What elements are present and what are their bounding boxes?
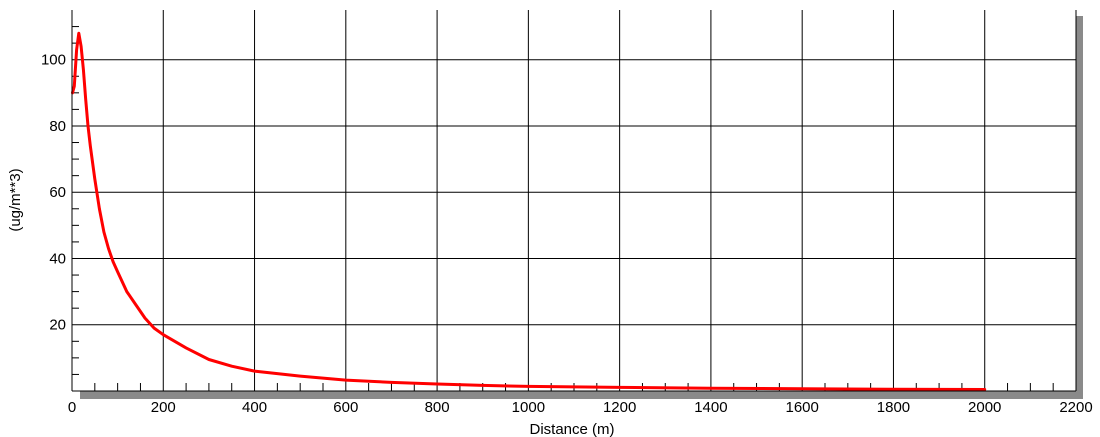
y-tick-label: 100 xyxy=(41,52,66,69)
y-tick-label: 40 xyxy=(49,250,66,267)
y-tick-label: 20 xyxy=(49,317,66,334)
x-tick-label: 1200 xyxy=(603,399,636,416)
y-tick-label: 80 xyxy=(49,118,66,135)
x-tick-label: 1800 xyxy=(877,399,910,416)
plot-shadow-right xyxy=(1076,16,1083,399)
plot-shadow-bottom xyxy=(80,391,1083,399)
x-tick-label: 200 xyxy=(151,399,176,416)
x-tick-label: 400 xyxy=(242,399,267,416)
y-axis-label: (ug/m**3) xyxy=(7,168,24,231)
grid xyxy=(72,10,1077,391)
x-tick-label: 0 xyxy=(68,399,76,416)
series-line-0 xyxy=(71,31,987,391)
x-tick-label: 800 xyxy=(425,399,450,416)
series-group xyxy=(71,31,987,391)
x-tick-label: 1400 xyxy=(694,399,727,416)
plot-area xyxy=(72,10,1076,391)
x-tick-label: 2200 xyxy=(1059,399,1092,416)
x-tick-labels: 0 200 400 600 800 1000 1200 1400 1600 1800 2000 220… xyxy=(68,399,1093,416)
x-tick-label: 1600 xyxy=(785,399,818,416)
x-tick-label: 2000 xyxy=(968,399,1001,416)
y-tick-label: 60 xyxy=(49,184,66,201)
minor-ticks xyxy=(72,26,1054,391)
x-tick-label: 600 xyxy=(333,399,358,416)
y-tick-labels: 20 40 60 80 100 xyxy=(41,52,66,334)
x-tick-label: 1000 xyxy=(512,399,545,416)
x-axis-label: Distance (m) xyxy=(529,421,614,437)
